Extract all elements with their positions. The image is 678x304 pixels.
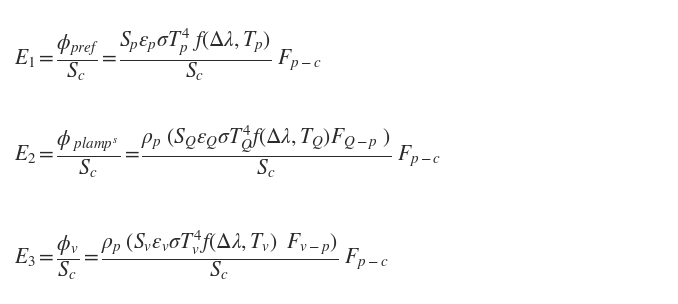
Text: $E_1 = \dfrac{\phi_{pref}}{S_c} = \dfrac{S_p\varepsilon_p\sigma T_p^4\ f(\Delta\: $E_1 = \dfrac{\phi_{pref}}{S_c} = \dfrac… (14, 26, 321, 83)
Text: $E_2 = \dfrac{\phi_{\ plamp^s}}{S_c} = \dfrac{\rho_p\ (S_Q\varepsilon_Q\sigma T_: $E_2 = \dfrac{\phi_{\ plamp^s}}{S_c} = \… (14, 124, 441, 180)
Text: $E_3 = \dfrac{\phi_v}{S_c} = \dfrac{\rho_p\ (S_v\varepsilon_v\sigma T_v^4 f(\Del: $E_3 = \dfrac{\phi_v}{S_c} = \dfrac{\rho… (14, 229, 388, 282)
